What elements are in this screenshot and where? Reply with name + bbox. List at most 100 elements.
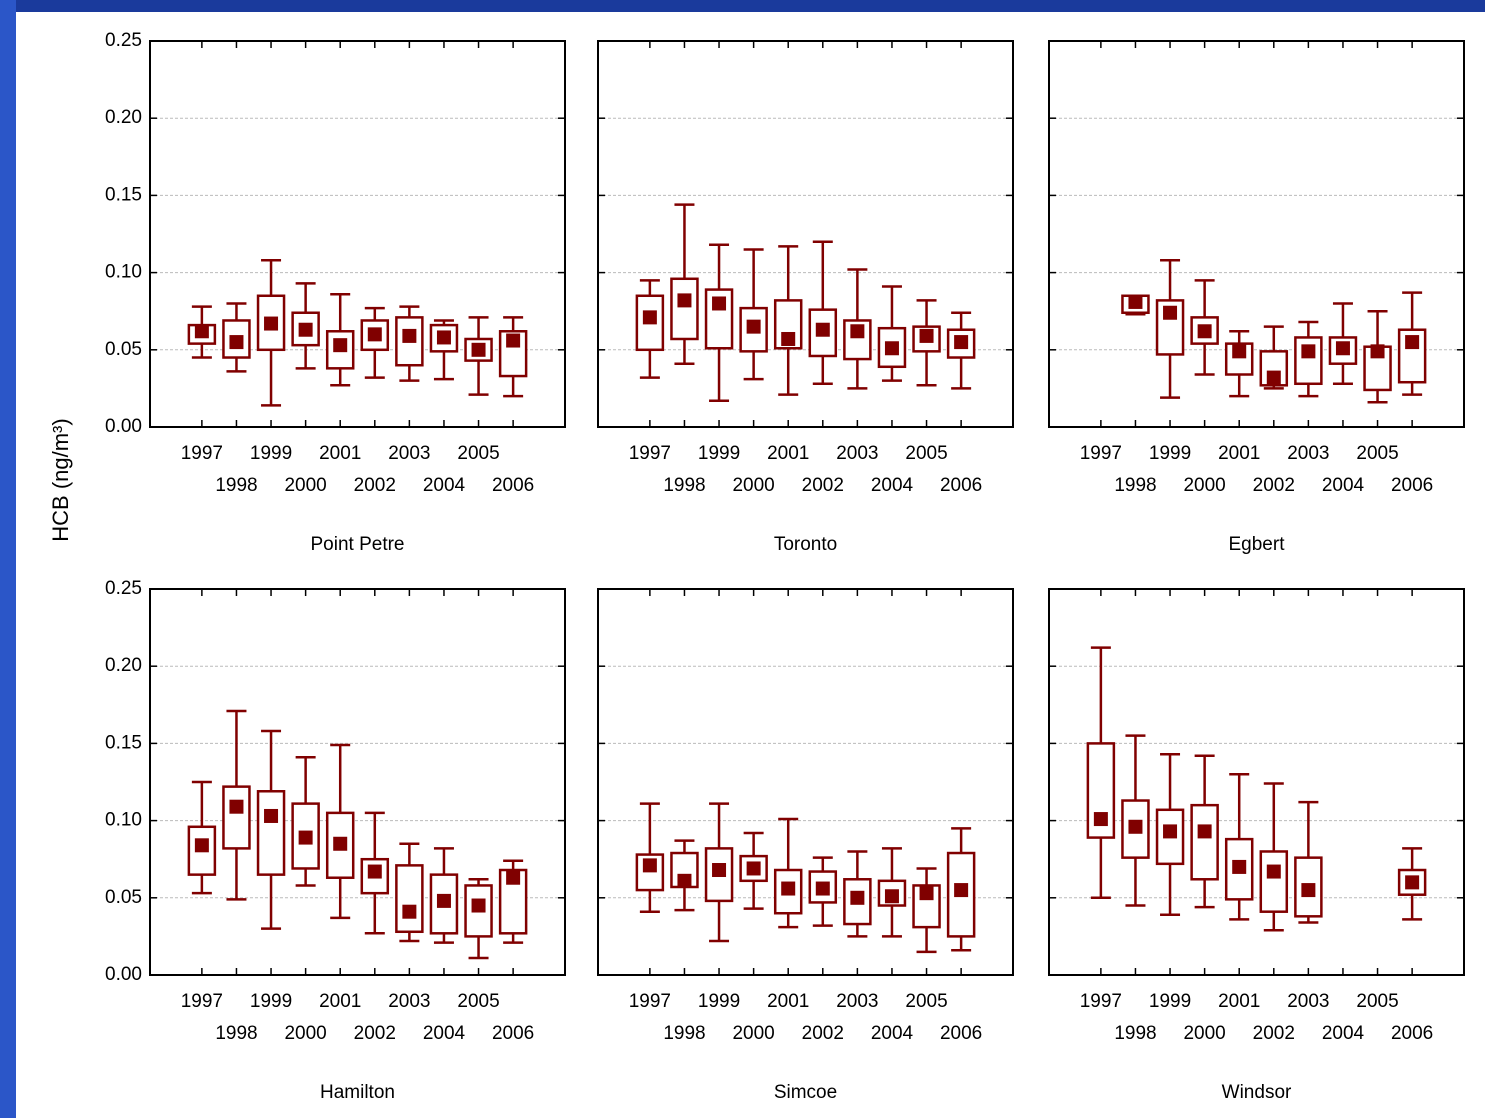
y-axis-label: HCB (ng/m³) bbox=[48, 418, 73, 541]
x-tick-label: 1998 bbox=[1114, 475, 1156, 496]
median-marker bbox=[884, 889, 899, 904]
y-tick-label: 0.05 bbox=[105, 887, 142, 908]
y-tick-label: 0.15 bbox=[105, 184, 142, 205]
x-tick-label: 2004 bbox=[423, 475, 466, 496]
x-tick-label: 2000 bbox=[1183, 1023, 1225, 1044]
median-marker bbox=[781, 331, 796, 346]
plot-frame bbox=[149, 40, 566, 428]
y-tick-label: 0.10 bbox=[105, 810, 142, 831]
x-tick-label: 2002 bbox=[354, 1023, 396, 1044]
x-tick-label: 1999 bbox=[250, 443, 292, 464]
median-marker bbox=[642, 310, 657, 325]
box bbox=[1259, 850, 1289, 913]
median-marker bbox=[746, 319, 761, 334]
x-tick-label: 2001 bbox=[767, 443, 809, 464]
median-marker bbox=[642, 858, 657, 873]
x-tick-label: 2003 bbox=[388, 443, 430, 464]
x-tick-label: 1999 bbox=[698, 443, 740, 464]
x-tick-label: 1998 bbox=[215, 475, 257, 496]
median-marker bbox=[298, 322, 313, 337]
median-marker bbox=[712, 863, 727, 878]
median-marker bbox=[367, 327, 382, 342]
median-marker bbox=[229, 335, 244, 350]
x-tick-label: 2002 bbox=[1253, 1023, 1295, 1044]
x-tick-label: 1998 bbox=[215, 1023, 257, 1044]
box bbox=[1190, 316, 1219, 345]
median-marker bbox=[1197, 324, 1212, 339]
box bbox=[1155, 299, 1185, 356]
panel-title: Windsor bbox=[1222, 1082, 1292, 1103]
box bbox=[843, 878, 872, 926]
median-marker bbox=[1266, 864, 1281, 879]
panel-title: Hamilton bbox=[320, 1082, 395, 1103]
panel-title: Egbert bbox=[1229, 534, 1286, 555]
y-tick-label: 0.00 bbox=[105, 416, 142, 437]
x-tick-label: 2003 bbox=[836, 443, 878, 464]
median-marker bbox=[1128, 819, 1143, 834]
x-tick-label: 2001 bbox=[319, 443, 361, 464]
x-tick-label: 2006 bbox=[492, 1023, 534, 1044]
x-tick-label: 1998 bbox=[1114, 1023, 1156, 1044]
median-marker bbox=[506, 870, 521, 885]
median-marker bbox=[333, 338, 348, 353]
box bbox=[670, 277, 699, 341]
x-tick-label: 1997 bbox=[629, 443, 671, 464]
x-tick-label: 2000 bbox=[284, 475, 326, 496]
median-marker bbox=[471, 342, 486, 357]
x-tick-label: 2005 bbox=[905, 991, 947, 1012]
x-tick-label: 2001 bbox=[1218, 443, 1260, 464]
box bbox=[1190, 803, 1219, 881]
x-tick-label: 2000 bbox=[732, 1023, 774, 1044]
x-tick-label: 2003 bbox=[836, 991, 878, 1012]
plot-frame bbox=[1048, 588, 1465, 976]
y-tick-label: 0.10 bbox=[105, 262, 142, 283]
x-tick-label: 2002 bbox=[802, 475, 844, 496]
median-marker bbox=[229, 799, 244, 814]
median-marker bbox=[402, 904, 417, 919]
x-tick-label: 2005 bbox=[905, 443, 947, 464]
median-marker bbox=[1405, 335, 1420, 350]
median-marker bbox=[333, 836, 348, 851]
median-marker bbox=[1232, 859, 1247, 874]
median-marker bbox=[264, 808, 279, 823]
median-marker bbox=[919, 328, 934, 343]
median-marker bbox=[1266, 370, 1281, 385]
median-marker bbox=[298, 830, 313, 845]
median-marker bbox=[1405, 875, 1420, 890]
panel-title: Toronto bbox=[774, 534, 837, 555]
y-tick-label: 0.20 bbox=[105, 107, 142, 128]
x-tick-label: 2001 bbox=[767, 991, 809, 1012]
median-marker bbox=[1370, 344, 1385, 359]
x-tick-label: 2006 bbox=[940, 1023, 982, 1044]
median-marker bbox=[506, 333, 521, 348]
plot-frame bbox=[597, 40, 1014, 428]
x-tick-label: 2002 bbox=[1253, 475, 1295, 496]
median-marker bbox=[815, 881, 830, 896]
median-marker bbox=[1163, 305, 1178, 320]
x-tick-label: 1999 bbox=[1149, 991, 1191, 1012]
x-tick-label: 2005 bbox=[1356, 991, 1398, 1012]
y-tick-label: 0.00 bbox=[105, 964, 142, 985]
box bbox=[187, 825, 217, 876]
y-tick-label: 0.25 bbox=[105, 30, 142, 51]
median-marker bbox=[194, 324, 209, 339]
median-marker bbox=[746, 861, 761, 876]
x-tick-label: 2003 bbox=[388, 991, 430, 1012]
x-tick-label: 2004 bbox=[1322, 475, 1365, 496]
median-marker bbox=[954, 335, 969, 350]
median-marker bbox=[884, 341, 899, 356]
x-tick-label: 1997 bbox=[1080, 991, 1122, 1012]
median-marker bbox=[954, 883, 969, 898]
x-tick-label: 2003 bbox=[1287, 443, 1329, 464]
x-tick-label: 2005 bbox=[1356, 443, 1398, 464]
x-tick-label: 2006 bbox=[940, 475, 982, 496]
median-marker bbox=[815, 322, 830, 337]
x-tick-label: 2004 bbox=[871, 475, 914, 496]
box bbox=[395, 864, 424, 934]
plot-frame bbox=[149, 588, 566, 976]
x-tick-label: 2005 bbox=[457, 443, 499, 464]
x-tick-label: 2006 bbox=[1391, 1023, 1433, 1044]
x-tick-label: 1997 bbox=[629, 991, 671, 1012]
median-marker bbox=[471, 898, 486, 913]
